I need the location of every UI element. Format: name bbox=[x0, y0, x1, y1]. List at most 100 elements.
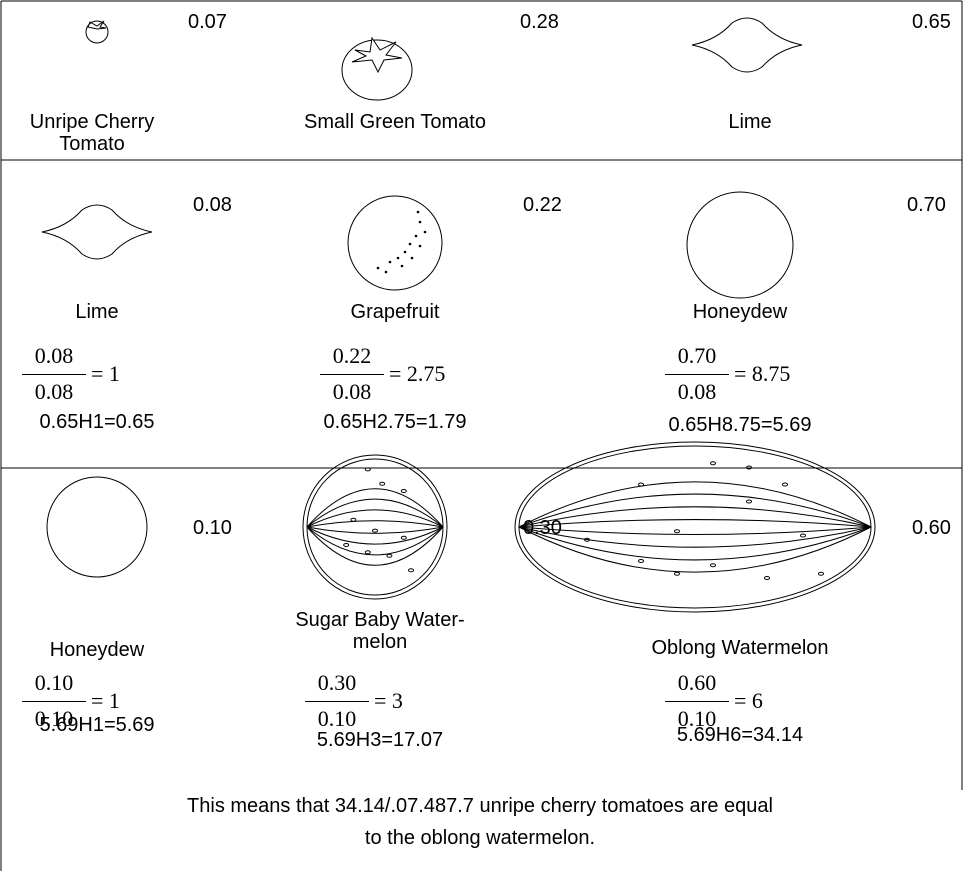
dot bbox=[414, 234, 418, 238]
value: 0.60 bbox=[912, 517, 951, 539]
sugar-baby-watermelon bbox=[302, 454, 448, 600]
stripe bbox=[518, 526, 872, 561]
lime bbox=[691, 17, 803, 73]
dot bbox=[400, 264, 404, 268]
seed bbox=[379, 481, 386, 486]
name: Oblong Watermelon bbox=[651, 637, 829, 659]
seed bbox=[710, 461, 716, 466]
numerator: 0.70 bbox=[677, 343, 717, 368]
product: 0.65H2.75=1.79 bbox=[323, 411, 467, 433]
seed bbox=[350, 517, 357, 522]
seed bbox=[386, 553, 393, 558]
dot bbox=[403, 250, 407, 254]
fraction-bar bbox=[22, 701, 86, 702]
cherry-tomato bbox=[85, 20, 109, 44]
result: = 1 bbox=[91, 361, 120, 386]
seed bbox=[782, 482, 788, 487]
oblong-watermelon bbox=[514, 441, 876, 613]
tomato-stem bbox=[87, 20, 107, 30]
denominator: 0.10 bbox=[677, 706, 717, 731]
dot bbox=[408, 242, 412, 246]
value: 0.70 bbox=[907, 194, 946, 216]
value: 0.30 bbox=[523, 517, 562, 539]
grapefruit-dots bbox=[376, 210, 427, 274]
seed bbox=[800, 533, 806, 538]
footer-text: to the oblong watermelon. bbox=[364, 827, 596, 849]
name: Honeydew bbox=[49, 639, 145, 661]
dot bbox=[418, 220, 422, 224]
numerator: 0.60 bbox=[677, 670, 717, 695]
name: melon bbox=[352, 631, 408, 653]
value: 0.07 bbox=[188, 11, 227, 33]
stripe bbox=[306, 509, 444, 528]
seed bbox=[674, 529, 680, 534]
seed bbox=[764, 576, 770, 580]
seed bbox=[400, 535, 407, 540]
stripe bbox=[306, 498, 444, 528]
seed bbox=[364, 550, 371, 555]
seed bbox=[584, 537, 590, 542]
dot bbox=[418, 244, 422, 248]
rind bbox=[518, 445, 872, 609]
honeydew bbox=[686, 191, 794, 299]
numerator: 0.22 bbox=[332, 343, 372, 368]
stripe bbox=[518, 506, 872, 528]
dot bbox=[384, 270, 388, 274]
grapefruit bbox=[347, 195, 443, 291]
stripe bbox=[518, 519, 872, 528]
stripe bbox=[306, 526, 444, 566]
denominator: 0.10 bbox=[34, 706, 74, 731]
tomato-stem bbox=[351, 36, 403, 74]
honeydew bbox=[46, 476, 148, 578]
seed bbox=[746, 499, 752, 504]
dot bbox=[423, 230, 427, 234]
seed bbox=[408, 568, 414, 573]
denominator: 0.08 bbox=[332, 379, 372, 404]
fraction-bar bbox=[320, 374, 384, 375]
name: Small Green Tomato bbox=[304, 111, 486, 133]
name: Tomato bbox=[59, 133, 125, 155]
rind bbox=[514, 441, 876, 613]
rind bbox=[302, 454, 448, 600]
seed bbox=[638, 482, 644, 487]
dot bbox=[416, 210, 420, 214]
name: Sugar Baby Water- bbox=[295, 609, 465, 631]
green-tomato bbox=[341, 39, 413, 101]
numerator: 0.30 bbox=[317, 670, 357, 695]
seed bbox=[638, 559, 644, 563]
denominator: 0.08 bbox=[34, 379, 74, 404]
stripe bbox=[306, 526, 444, 534]
value: 0.22 bbox=[523, 194, 562, 216]
value: 0.08 bbox=[193, 194, 232, 216]
seed bbox=[343, 543, 350, 547]
numerator: 0.10 bbox=[34, 670, 74, 695]
stripe bbox=[518, 481, 872, 528]
product: 0.65H1=0.65 bbox=[39, 411, 155, 433]
stripe bbox=[306, 488, 444, 528]
denominator: 0.10 bbox=[317, 706, 357, 731]
seed bbox=[674, 571, 680, 576]
value: 0.65 bbox=[912, 11, 951, 33]
seed bbox=[746, 465, 752, 470]
stripe bbox=[306, 526, 444, 556]
stripe bbox=[518, 526, 872, 535]
seed bbox=[372, 528, 378, 533]
seed bbox=[710, 563, 716, 568]
product: 5.69H1=5.69 bbox=[39, 714, 155, 736]
fraction-bar bbox=[665, 374, 729, 375]
value: 0.28 bbox=[520, 11, 559, 33]
footer-text: This means that 34.14/.07.487.7 unripe c… bbox=[187, 795, 773, 817]
fraction-bar bbox=[665, 701, 729, 702]
lime bbox=[41, 204, 153, 260]
result: = 8.75 bbox=[734, 361, 791, 386]
fraction-bar bbox=[305, 701, 369, 702]
product: 0.65H8.75=5.69 bbox=[668, 414, 812, 436]
stripe bbox=[518, 493, 872, 528]
seed bbox=[400, 489, 407, 493]
name: Honeydew bbox=[692, 301, 788, 323]
result: = 6 bbox=[734, 688, 763, 713]
name: Grapefruit bbox=[350, 301, 440, 323]
product: 5.69H6=34.14 bbox=[676, 724, 804, 746]
dot bbox=[388, 260, 392, 264]
